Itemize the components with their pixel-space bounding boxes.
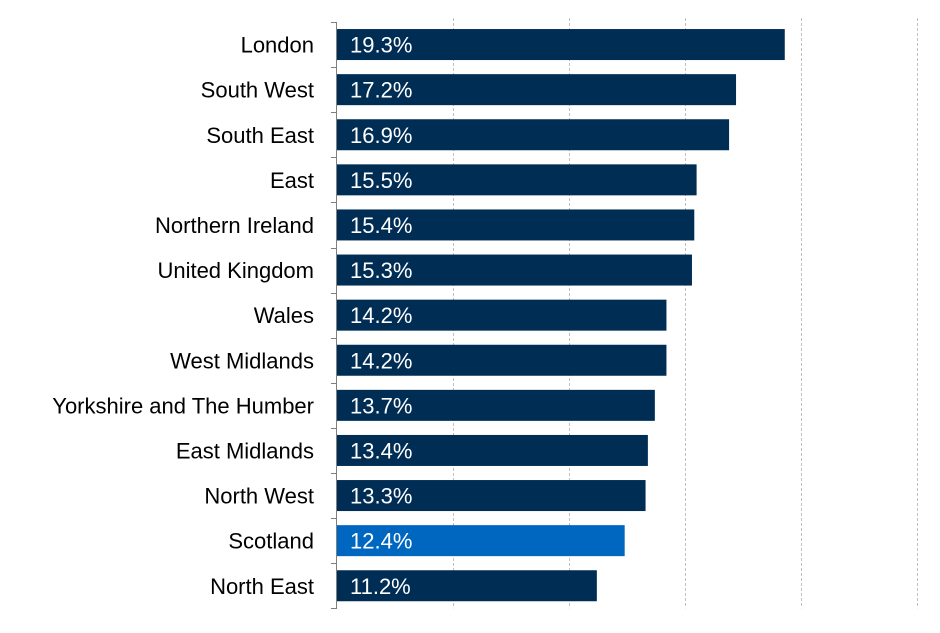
category-label-south-east: South East xyxy=(206,123,314,148)
bar-yorkshire-and-the-humber xyxy=(337,389,655,421)
value-label-west-midlands: 14.2% xyxy=(350,348,412,373)
value-label-east-midlands: 13.4% xyxy=(350,438,412,463)
bar-scotland xyxy=(337,525,625,557)
category-label-east: East xyxy=(270,168,314,193)
value-label-north-east: 11.2% xyxy=(350,574,411,599)
value-label-south-east: 16.9% xyxy=(350,123,412,148)
value-label-scotland: 12.4% xyxy=(350,529,412,554)
bar-west-midlands xyxy=(337,344,667,376)
category-label-scotland: Scotland xyxy=(228,529,314,554)
y-axis xyxy=(331,22,337,609)
bar-east xyxy=(337,164,697,196)
bar-wales xyxy=(337,299,667,331)
bar-london xyxy=(337,29,785,61)
value-label-london: 19.3% xyxy=(350,33,412,58)
bar-united-kingdom xyxy=(337,254,692,286)
value-label-wales: 14.2% xyxy=(350,303,412,328)
value-label-east: 15.5% xyxy=(350,168,412,193)
value-label-south-west: 17.2% xyxy=(350,78,412,103)
category-label-yorkshire-and-the-humber: Yorkshire and The Humber xyxy=(52,393,314,418)
bar-south-east xyxy=(337,119,730,151)
bar-north-east xyxy=(337,570,597,602)
category-label-wales: Wales xyxy=(254,303,314,328)
category-label-east-midlands: East Midlands xyxy=(176,438,314,463)
category-label-london: London xyxy=(241,33,314,58)
value-label-northern-ireland: 15.4% xyxy=(350,213,412,238)
bar-northern-ireland xyxy=(337,209,695,241)
value-label-yorkshire-and-the-humber: 13.7% xyxy=(350,393,412,418)
category-label-north-east: North East xyxy=(210,574,314,599)
category-label-south-west: South West xyxy=(201,78,314,103)
bars xyxy=(337,29,785,602)
bar-north-west xyxy=(337,480,646,512)
category-label-west-midlands: West Midlands xyxy=(170,348,314,373)
bar-east-midlands xyxy=(337,434,648,466)
category-label-north-west: North West xyxy=(204,484,314,509)
category-label-northern-ireland: Northern Ireland xyxy=(155,213,314,238)
value-label-north-west: 13.3% xyxy=(350,484,412,509)
value-label-united-kingdom: 15.3% xyxy=(350,258,412,283)
category-label-united-kingdom: United Kingdom xyxy=(157,258,314,283)
bar-south-west xyxy=(337,74,737,106)
labels: 19.3% London 17.2% South West 16.9% South Eas… xyxy=(52,33,412,599)
